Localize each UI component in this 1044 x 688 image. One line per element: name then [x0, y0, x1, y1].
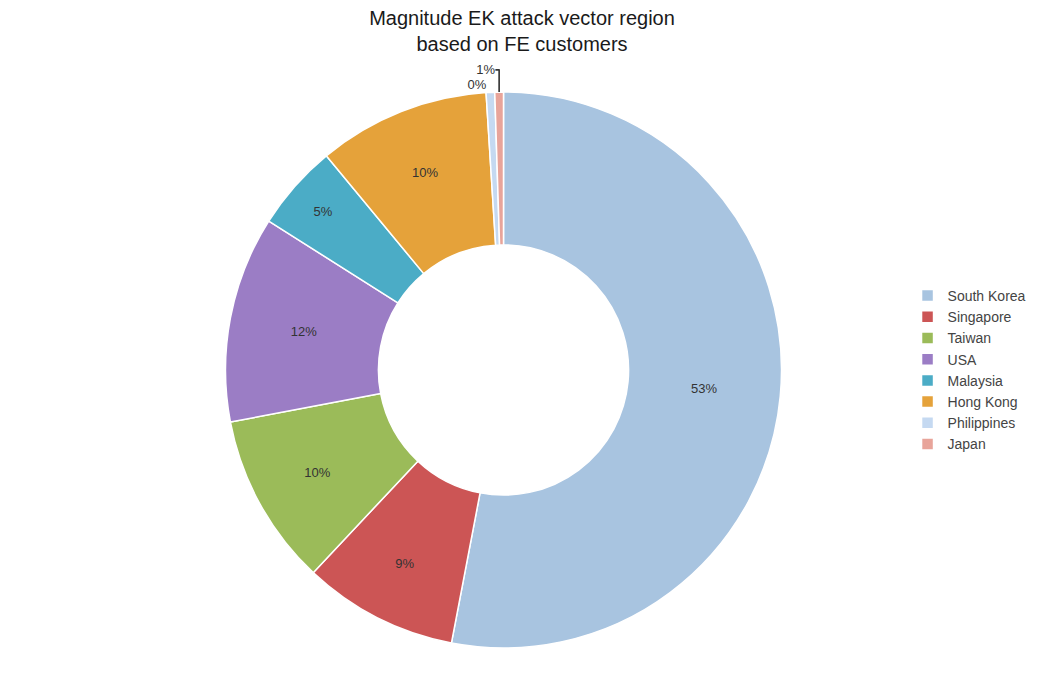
svg-text:Singapore: Singapore: [948, 309, 1012, 325]
svg-text:0%: 0%: [467, 77, 486, 92]
svg-text:12%: 12%: [291, 324, 317, 339]
svg-text:Magnitude EK attack vector reg: Magnitude EK attack vector regionbased o…: [369, 7, 675, 55]
svg-text:Japan: Japan: [948, 436, 986, 452]
svg-text:1%: 1%: [476, 62, 495, 77]
svg-text:South Korea: South Korea: [948, 288, 1026, 304]
svg-text:53%: 53%: [691, 381, 717, 396]
svg-text:5%: 5%: [314, 204, 333, 219]
svg-text:USA: USA: [948, 352, 977, 368]
svg-text:10%: 10%: [304, 465, 330, 480]
svg-text:10%: 10%: [412, 165, 438, 180]
svg-text:Philippines: Philippines: [948, 415, 1016, 431]
svg-text:Taiwan: Taiwan: [948, 330, 992, 346]
svg-text:Hong Kong: Hong Kong: [948, 394, 1018, 410]
svg-text:Malaysia: Malaysia: [948, 373, 1003, 389]
svg-text:9%: 9%: [395, 556, 414, 571]
